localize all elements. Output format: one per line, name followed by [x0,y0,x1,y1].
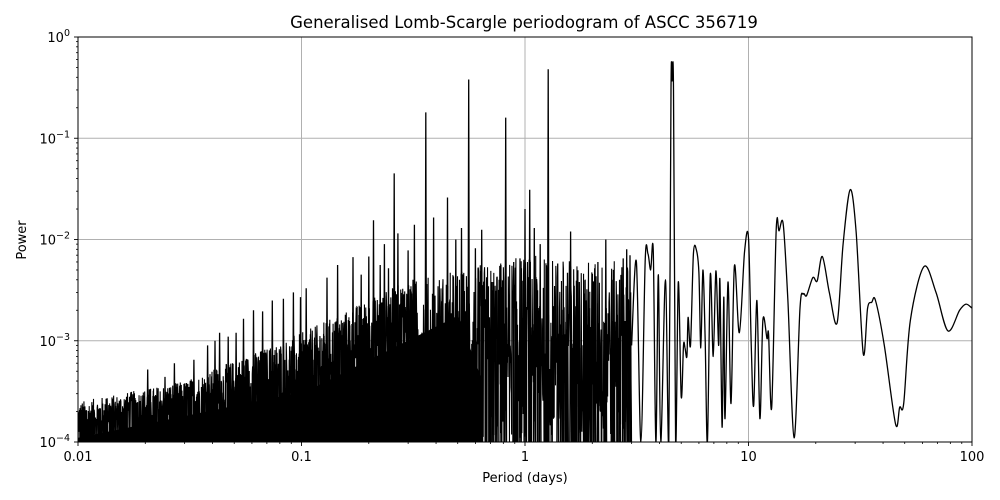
alias-peak [412,224,416,442]
y-tick-label: 10−4 [39,433,70,451]
y-tick-label: 10−3 [39,332,70,350]
alias-peak [556,263,560,442]
alias-peak [299,297,302,442]
alias-peak [392,173,396,442]
alias-peak [588,308,592,442]
alias-peak [621,258,625,442]
alias-peak [359,274,363,442]
x-tick-label: 0.1 [291,450,312,465]
alias-peak [618,279,622,442]
x-tick-label: 0.01 [64,450,93,465]
y-tick-label: 10−1 [39,129,70,147]
alias-peak [512,261,516,442]
alias-peak [538,244,542,442]
y-axis: 10−4 10−3 10−2 10−1 100 [39,28,78,451]
alias-peak [234,332,238,442]
alias-peak [261,311,265,442]
alias-peak [625,249,629,442]
alias-peak [304,288,308,442]
alias-peak [218,332,222,442]
alias-peak [325,277,329,442]
alias-peak [610,279,614,442]
periodogram-series [78,61,972,442]
alias-peak [396,233,400,442]
chart-title: Generalised Lomb-Scargle periodogram of … [290,13,758,32]
alias-peak [528,189,532,442]
y-tick-label: 100 [47,28,70,46]
alias-peak [206,345,210,442]
alias-peak [172,363,176,442]
alias-peak [146,369,150,442]
noise-forest-fill [78,316,484,442]
alias-peak [504,117,508,442]
alias-peak [583,300,587,442]
long-period-curve [630,61,972,442]
alias-peak [270,300,274,442]
alias-peak [467,79,471,442]
alias-peak [424,112,428,442]
alias-peak [569,231,573,442]
alias-peak [454,239,458,442]
alias-peak [491,281,495,442]
alias-peak [460,227,463,442]
alias-peak [382,244,386,442]
alias-peak [612,295,616,442]
alias-peak [192,359,196,442]
x-axis: 0.01 0.1 1 10 100 [64,442,985,465]
alias-peak [213,340,217,442]
y-tick-label: 10−2 [39,231,70,249]
alias-peak [291,292,295,442]
alias-peak [572,285,576,442]
alias-peak [495,276,499,442]
alias-peak [378,264,382,442]
alias-peak [593,268,597,442]
alias-peak [532,227,536,442]
alias-peak [387,268,390,442]
alias-peak [523,208,527,442]
alias-peak [125,396,129,442]
alias-peak [432,217,436,442]
alias-peak [406,250,410,442]
alias-peak [628,255,632,442]
x-tick-label: 100 [960,450,985,465]
alias-peak [351,257,355,442]
alias-peak [336,264,340,442]
alias-peak [105,398,109,442]
alias-peak [163,376,167,442]
alias-peak [596,261,600,442]
alias-peak [518,258,522,442]
x-tick-label: 10 [740,450,757,465]
alias-peak [252,310,255,442]
alias-peak [367,256,371,442]
y-axis-label: Power [15,220,30,260]
alias-peak [226,336,230,442]
alias-peak [566,272,569,442]
alias-peak [546,69,550,442]
alias-peak [242,318,245,442]
alias-peak [577,281,581,442]
alias-peak [604,239,608,442]
x-axis-label: Period (days) [482,471,568,486]
alias-peak [281,298,285,442]
x-tick-label: 1 [521,450,529,465]
alias-peak [499,264,503,442]
alias-peak [141,395,145,442]
alias-peak [372,220,375,442]
alias-peak [480,229,484,442]
alias-peak [473,248,477,442]
alias-peak [446,197,449,442]
